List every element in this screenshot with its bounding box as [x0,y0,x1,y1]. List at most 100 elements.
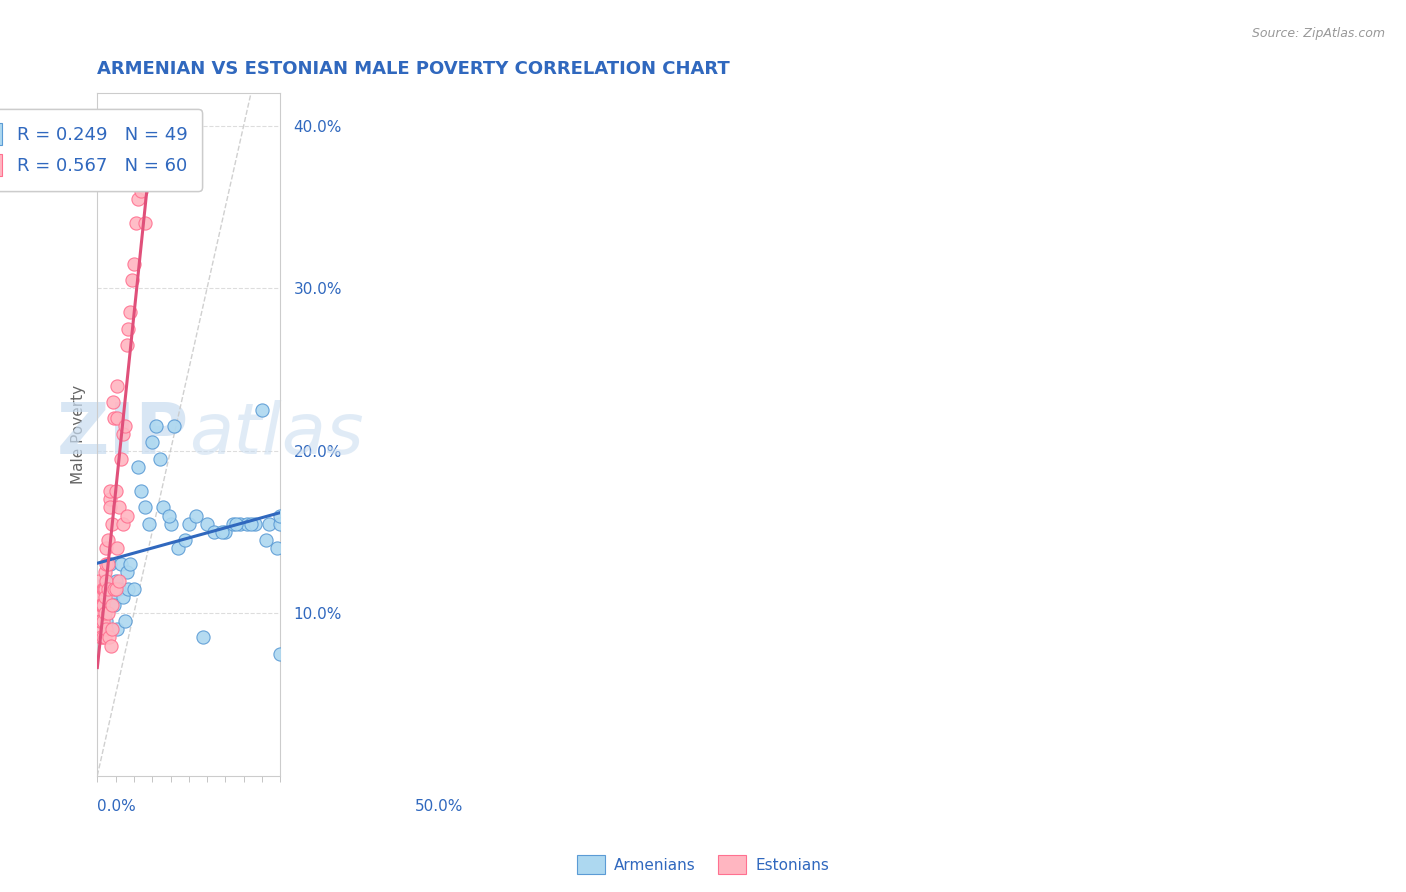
Point [108,582,131,596]
Point [129,484,152,499]
Point [115,566,138,580]
Point [115,508,138,523]
Point [114,614,136,628]
Point [117,582,139,596]
Point [152,500,174,515]
Point [97,558,120,572]
Point [107,411,129,425]
Point [103,411,125,425]
Point [163,419,186,434]
Legend: R = 0.249   N = 49, R = 0.567   N = 60: R = 0.249 N = 49, R = 0.567 N = 60 [0,109,201,191]
Legend: Armenians, Estonians: Armenians, Estonians [571,849,835,880]
Point [236,516,259,531]
Point [110,451,132,466]
Point [108,574,131,588]
Text: 50.0%: 50.0% [415,799,463,814]
Point [117,321,139,335]
Point [98,484,121,499]
Point [101,394,124,409]
Point [193,631,215,645]
Point [111,427,134,442]
Point [96,541,118,555]
Point [101,622,124,636]
Point [141,151,163,165]
Point [93,582,115,596]
Point [127,192,149,206]
Point [91,614,114,628]
Point [184,508,207,523]
Point [259,516,281,531]
Point [101,516,124,531]
Point [110,558,132,572]
Point [240,516,263,531]
Point [117,338,139,352]
Point [120,558,142,572]
Text: ARMENIAN VS ESTONIAN MALE POVERTY CORRELATION CHART: ARMENIAN VS ESTONIAN MALE POVERTY CORREL… [97,60,730,78]
Point [114,419,136,434]
Point [97,582,120,596]
Point [177,516,200,531]
Point [122,582,145,596]
Point [90,631,112,645]
Point [98,500,121,515]
Point [138,516,160,531]
Point [141,435,163,450]
Point [94,590,117,604]
Point [134,216,156,230]
Point [96,574,118,588]
Point [269,647,291,661]
Point [269,508,291,523]
Point [98,631,121,645]
Point [96,614,118,628]
Point [86,622,108,636]
Point [104,484,127,499]
Point [129,184,152,198]
Point [90,598,112,612]
Point [97,606,120,620]
Y-axis label: Male Poverty: Male Poverty [72,384,86,483]
Point [159,516,181,531]
Point [93,582,115,596]
Point [98,492,121,507]
Point [97,582,120,596]
Point [266,541,288,555]
Text: atlas: atlas [188,400,363,469]
Point [107,378,129,392]
Point [107,541,129,555]
Point [111,590,134,604]
Point [214,524,236,539]
Point [93,566,115,580]
Point [127,459,149,474]
Text: 0.0%: 0.0% [97,799,136,814]
Point [148,451,170,466]
Point [90,614,112,628]
Point [93,606,115,620]
Point [101,598,124,612]
Point [93,631,115,645]
Point [229,516,252,531]
Point [93,574,115,588]
Point [103,582,125,596]
Point [250,403,273,417]
Point [91,598,114,612]
Point [96,622,118,636]
Point [100,639,122,653]
Point [101,590,124,604]
Point [91,631,114,645]
Point [108,500,131,515]
Text: Source: ZipAtlas.com: Source: ZipAtlas.com [1251,27,1385,40]
Point [89,574,111,588]
Point [243,516,266,531]
Point [222,516,245,531]
Point [104,582,127,596]
Point [120,305,142,319]
Point [211,524,233,539]
Point [134,500,156,515]
Point [96,558,118,572]
Point [89,590,111,604]
Point [166,541,188,555]
Point [145,419,167,434]
Point [111,516,134,531]
Point [90,598,112,612]
Point [269,516,291,531]
